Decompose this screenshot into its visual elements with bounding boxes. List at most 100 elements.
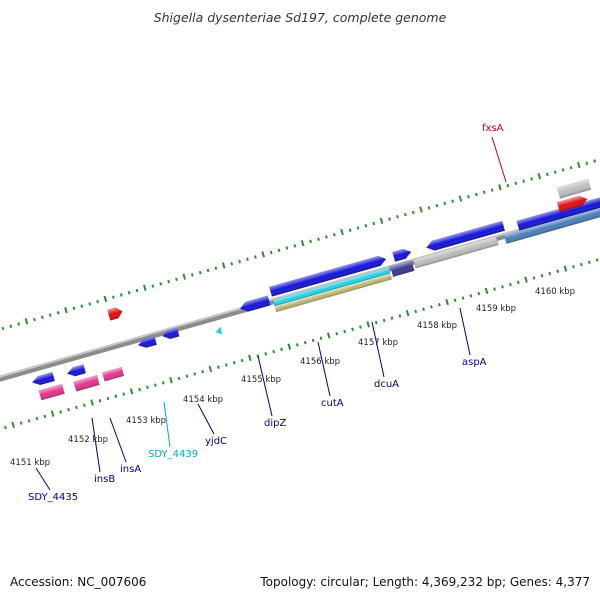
accession-label: Accession: NC_007606 [10,575,146,589]
tick-mark [317,237,320,241]
tick-mark [175,277,178,282]
tick-mark [548,271,552,276]
tick-mark [167,279,170,284]
gene-arrow [392,248,412,262]
gene-label: SDY_4439 [148,449,198,460]
leader-line [371,321,385,378]
tick-mark [493,287,496,291]
map-title: Shigella dysenteriae Sd197, complete gen… [154,10,447,25]
tick-mark [193,372,197,376]
gene-arrow [162,327,180,340]
tick-mark [477,291,481,296]
label-leader-lines [35,136,507,491]
tick-mark [540,273,544,278]
tick-mark [379,217,384,224]
leader-line [91,417,101,473]
tick-mark [248,354,252,361]
kbp-labels: 4151 kbp 4152 kbp 4153 kbp 4154 kbp 4155 kbp… [10,287,575,468]
gene-arrow [66,364,87,377]
cyan-feature [272,267,391,307]
tick-mark [374,320,378,325]
rna-feature [73,374,100,392]
kbp-label: 4160 kbp [535,287,575,297]
tick-mark [508,282,512,287]
tick-mark [419,206,423,213]
tick-mark [461,296,465,300]
tick-mark [112,295,115,299]
tick-mark [309,239,313,244]
tick-mark [556,269,560,273]
leader-line [257,355,273,417]
gene-label: fxsA [482,123,504,134]
tick-mark [522,179,526,183]
gene-label: dipZ [264,418,286,429]
gene-arrow [239,295,271,312]
tick-mark [159,282,163,286]
tick-mark [43,414,47,419]
gene-arrow [31,371,56,386]
tick-mark [576,161,581,169]
tick-mark [537,172,542,180]
tick-mark [96,299,99,304]
tick-mark [382,318,386,323]
tick-mark [469,294,473,298]
tick-mark [1,326,5,331]
tick-mark [443,201,447,206]
tick-mark [88,302,92,306]
tick-mark [127,291,131,295]
tick-mark [506,183,510,188]
tick-mark [80,304,84,308]
tick-mark [595,258,599,262]
kbp-label: 4156 kbp [300,357,340,367]
tick-mark [221,262,226,269]
tick-mark [153,383,157,387]
tick-mark [482,190,486,194]
tick-mark [372,221,376,226]
steel-feature [503,206,600,244]
tick-mark [35,416,39,421]
tick-mark [41,315,44,320]
leader-line [35,467,51,491]
tick-mark [364,224,368,228]
tick-mark [217,365,220,369]
kbp-label: 4155 kbp [241,375,281,385]
tick-mark [269,250,273,255]
tick-mark [287,343,292,350]
tick-mark [280,347,283,352]
tick-mark [264,352,268,356]
kbp-label: 4159 kbp [476,304,516,314]
tick-mark [201,370,205,374]
tick-mark [64,306,68,314]
tick-mark [143,284,147,291]
tick-mark [359,325,362,329]
tick-mark [177,376,181,381]
tick-mark [414,309,418,314]
tick-mark [285,246,289,250]
tick-mark [169,377,173,384]
tick-mark [593,159,597,163]
tick-mark [332,232,336,237]
gene-label: SDY_4435 [28,492,78,503]
tick-mark [303,340,307,345]
tick-mark [335,332,339,336]
tick-mark [561,168,565,172]
gene-label: insB [94,474,115,485]
tick-mark [396,215,399,219]
feature-track [31,178,600,401]
tick-mark [261,251,265,258]
tick-mark [33,317,36,322]
tick-mark [501,285,504,289]
gene-label: dcuA [374,379,399,390]
tick-mark [208,365,213,373]
tick-mark [198,270,202,275]
tick-mark [224,363,228,367]
tick-mark [190,273,194,277]
tick-mark [56,311,60,315]
tick-mark [348,228,352,232]
leader-line [491,136,507,183]
leader-line [163,401,171,448]
tick-mark [311,338,315,343]
tick-mark [388,217,391,221]
tick-mark [240,358,244,363]
